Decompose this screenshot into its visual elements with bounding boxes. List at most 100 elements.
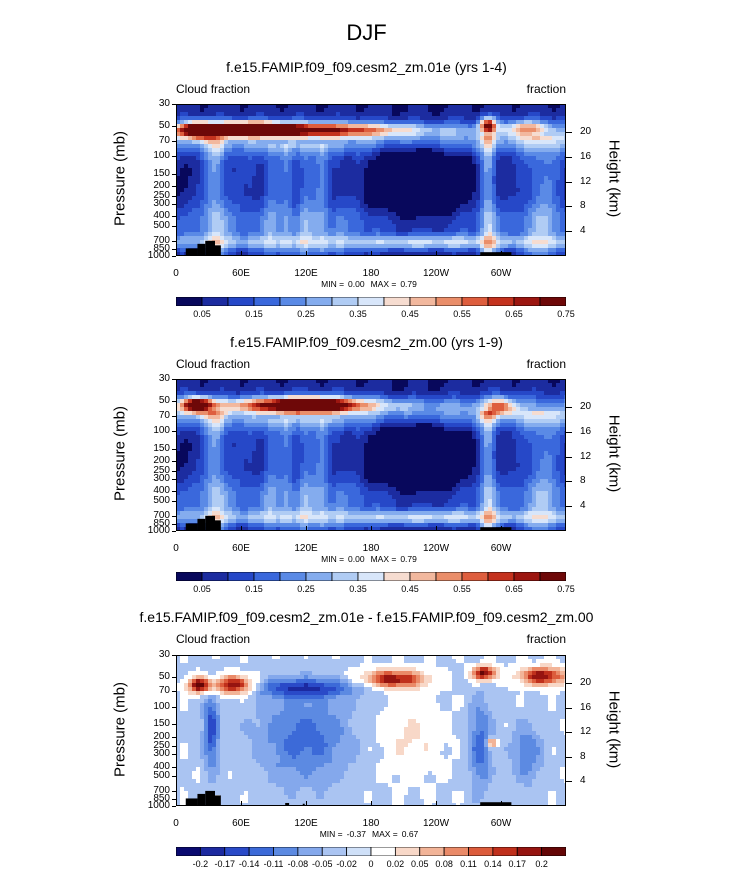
contour-cell xyxy=(196,192,201,197)
contour-cell xyxy=(292,224,297,229)
contour-cell xyxy=(532,116,537,121)
contour-cell xyxy=(240,128,245,133)
contour-cell xyxy=(196,148,201,153)
contour-cell xyxy=(348,104,353,109)
contour-cell xyxy=(404,379,409,384)
contour-cell xyxy=(192,164,197,169)
contour-cell xyxy=(492,180,497,185)
contour-cell xyxy=(188,148,193,153)
contour-cell xyxy=(552,168,557,173)
contour-cell xyxy=(316,220,321,225)
contour-cell xyxy=(412,196,417,201)
contour-cell xyxy=(508,164,513,169)
contour-cell xyxy=(292,379,297,384)
contour-cell xyxy=(452,220,457,225)
contour-cell xyxy=(328,228,333,233)
contour-cell xyxy=(304,411,309,416)
contour-cell xyxy=(532,403,537,408)
contour-cell xyxy=(296,220,301,225)
contour-cell xyxy=(452,252,457,256)
contour-cell xyxy=(448,232,453,237)
contour-cell xyxy=(380,152,385,157)
contour-cell xyxy=(324,403,329,408)
contour-cell xyxy=(544,204,549,209)
contour-cell xyxy=(536,140,541,145)
contour-cell xyxy=(328,128,333,133)
contour-cell xyxy=(432,212,437,217)
contour-cell xyxy=(220,228,225,233)
contour-cell xyxy=(192,212,197,217)
contour-cell xyxy=(412,136,417,141)
contour-cell xyxy=(216,387,221,392)
contour-cell xyxy=(468,156,473,161)
contour-cell xyxy=(304,391,309,396)
contour-cell xyxy=(344,116,349,121)
contour-cell xyxy=(208,168,213,173)
contour-cell xyxy=(312,383,317,388)
contour-cell xyxy=(420,395,425,400)
contour-cell xyxy=(492,248,497,253)
contour-cell xyxy=(212,220,217,225)
contour-cell xyxy=(332,120,337,125)
contour-cell xyxy=(408,399,413,404)
contour-cell xyxy=(356,144,361,149)
contour-cell xyxy=(512,108,517,113)
contour-cell xyxy=(288,196,293,201)
contour-cell xyxy=(260,232,265,237)
contour-cell xyxy=(536,104,541,109)
contour-cell xyxy=(176,395,181,400)
contour-cell xyxy=(476,188,481,193)
contour-cell xyxy=(412,391,417,396)
contour-cell xyxy=(484,228,489,233)
contour-cell xyxy=(452,168,457,173)
contour-cell xyxy=(260,156,265,161)
contour-cell xyxy=(336,240,341,245)
contour-cell xyxy=(472,108,477,113)
contour-cell xyxy=(180,184,185,189)
contour-cell xyxy=(476,164,481,169)
colorbar-swatch xyxy=(253,297,281,306)
contour-cell xyxy=(304,383,309,388)
contour-cell xyxy=(384,383,389,388)
contour-cell xyxy=(556,248,561,253)
contour-cell xyxy=(404,132,409,137)
contour-cell xyxy=(444,108,449,113)
contour-cell xyxy=(512,160,517,165)
contour-cell xyxy=(412,124,417,129)
contour-cell xyxy=(520,128,525,133)
contour-cell xyxy=(352,224,357,229)
contour-cell xyxy=(208,144,213,149)
contour-cell xyxy=(484,423,489,428)
contour-cell xyxy=(204,176,209,181)
contour-cell xyxy=(352,128,357,133)
contour-cell xyxy=(224,152,229,157)
contour-cell xyxy=(340,403,345,408)
contour-cell xyxy=(260,383,265,388)
contour-cell xyxy=(356,220,361,225)
contour-cell xyxy=(512,128,517,133)
x-tick-mark xyxy=(241,251,242,256)
contour-cell xyxy=(364,403,369,408)
contour-cell xyxy=(536,248,541,253)
contour-cell xyxy=(500,212,505,217)
contour-cell xyxy=(388,164,393,169)
colorbar-swatch xyxy=(409,297,437,306)
contour-cell xyxy=(368,216,373,221)
contour-cell xyxy=(488,196,493,201)
contour-cell xyxy=(260,236,265,241)
contour-cell xyxy=(272,132,277,137)
contour-cell xyxy=(200,216,205,221)
contour-cell xyxy=(272,124,277,129)
contour-cell xyxy=(544,200,549,205)
contour-cell xyxy=(272,232,277,237)
contour-cell xyxy=(448,192,453,197)
contour-cell xyxy=(468,120,473,125)
contour-cell xyxy=(252,108,257,113)
contour-cell xyxy=(396,108,401,113)
contour-cell xyxy=(428,120,433,125)
contour-cell xyxy=(228,188,233,193)
contour-cell xyxy=(508,403,513,408)
contour-cell xyxy=(328,120,333,125)
contour-cell xyxy=(308,228,313,233)
contour-cell xyxy=(304,164,309,169)
